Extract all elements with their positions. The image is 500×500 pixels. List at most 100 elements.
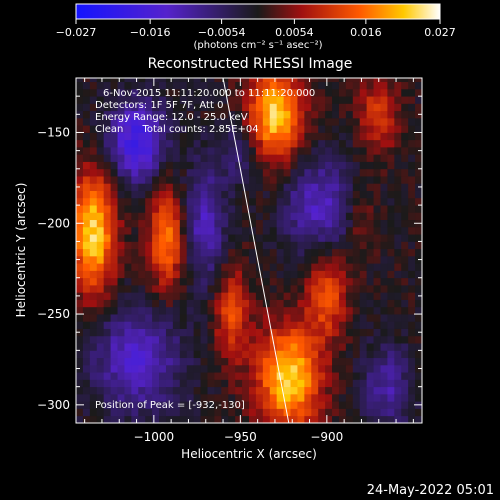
heatmap-cell [235, 357, 243, 366]
heatmap-cell [373, 401, 381, 409]
heatmap-cell [262, 321, 271, 329]
heatmap-cell [359, 147, 368, 155]
heatmap-cell [325, 234, 333, 242]
heatmap-cell [380, 81, 388, 90]
heatmap-cell [89, 285, 98, 293]
heatmap-cell [297, 277, 305, 286]
heatmap-cell [235, 132, 243, 141]
heatmap-cell [311, 350, 319, 359]
heatmap-cell [186, 234, 195, 242]
heatmap-cell [359, 314, 368, 322]
heatmap-cell [214, 212, 222, 221]
heatmap-cell [359, 226, 368, 235]
heatmap-cell [359, 176, 368, 184]
heatmap-cell [401, 168, 409, 177]
heatmap-cell [193, 408, 201, 417]
heatmap-cell [262, 379, 271, 388]
heatmap-cell [159, 147, 167, 155]
heatmap-cell [214, 372, 222, 380]
heatmap-cell [96, 364, 105, 373]
heatmap-cell [207, 176, 215, 184]
heatmap-cell [359, 328, 368, 337]
heatmap-cell [82, 277, 91, 286]
heatmap-cell [332, 314, 340, 322]
heatmap-cell [283, 314, 291, 322]
heatmap-cell [380, 335, 388, 344]
heatmap-cell [207, 88, 215, 97]
heatmap-cell [131, 226, 139, 235]
heatmap-cell [117, 147, 125, 155]
heatmap-cell [138, 335, 146, 344]
heatmap-cell [221, 314, 229, 322]
heatmap-cell [159, 321, 167, 329]
heatmap-cell [165, 263, 174, 271]
heatmap-cell [332, 190, 340, 199]
heatmap-cell [269, 110, 278, 119]
heatmap-cell [366, 190, 374, 199]
heatmap-cell [304, 393, 312, 402]
heatmap-cell [89, 205, 98, 213]
heatmap-cell [255, 357, 264, 366]
heatmap-cell [304, 219, 312, 228]
heatmap-cell [325, 212, 333, 221]
heatmap-cell [76, 379, 84, 388]
heatmap-cell [332, 248, 340, 257]
heatmap-cell [387, 401, 395, 409]
colorbar [75, 3, 441, 20]
heatmap-cell [193, 117, 201, 126]
heatmap-cell [262, 241, 271, 250]
heatmap-cell [401, 226, 409, 235]
heatmap-cell [394, 205, 402, 213]
heatmap-cell [172, 176, 181, 184]
heatmap-cell [228, 270, 236, 279]
heatmap-cell [200, 379, 208, 388]
heatmap-cell [186, 328, 195, 337]
heatmap-cell [145, 212, 153, 221]
heatmap-cell [332, 147, 340, 155]
heatmap-cell [387, 183, 395, 191]
heatmap-cell [352, 78, 361, 83]
heatmap-cell [186, 161, 195, 170]
heatmap-cell [276, 364, 284, 373]
heatmap-cell [276, 226, 284, 235]
heatmap-cell [228, 226, 236, 235]
heatmap-cell [290, 139, 298, 148]
heatmap-cell [394, 379, 402, 388]
heatmap-cell [82, 154, 91, 162]
heatmap-cell [235, 314, 243, 322]
heatmap-cell [172, 241, 181, 250]
heatmap-cell [401, 197, 409, 206]
heatmap-cell [179, 197, 188, 206]
heatmap-cell [103, 285, 111, 293]
heatmap-cell [214, 88, 222, 97]
heatmap-cell [76, 415, 84, 423]
heatmap-cell [366, 234, 374, 242]
heatmap-cell [276, 132, 284, 141]
heatmap-cell [179, 415, 188, 423]
heatmap-cell [159, 386, 167, 395]
heatmap-cell [159, 364, 167, 373]
heatmap-cell [207, 81, 215, 90]
heatmap-cell [110, 110, 118, 119]
heatmap-cell [345, 415, 354, 423]
heatmap-cell [352, 197, 361, 206]
heatmap-cell [366, 343, 374, 351]
heatmap-cell [214, 81, 222, 90]
heatmap-cell [373, 386, 381, 395]
heatmap-cell [387, 219, 395, 228]
heatmap-cell [297, 234, 305, 242]
heatmap-cell [276, 408, 284, 417]
heatmap-cell [200, 197, 208, 206]
heatmap-cell [401, 393, 409, 402]
heatmap-cell [235, 96, 243, 104]
heatmap-cell [408, 277, 416, 286]
heatmap-cell [228, 168, 236, 177]
heatmap-cell [193, 110, 201, 119]
heatmap-cell [401, 234, 409, 242]
heatmap-cell [255, 408, 264, 417]
heatmap-cell [338, 386, 347, 395]
heatmap-cell [179, 401, 188, 409]
heatmap-cell [228, 379, 236, 388]
heatmap-cell [228, 401, 236, 409]
heatmap-cell [255, 168, 264, 177]
